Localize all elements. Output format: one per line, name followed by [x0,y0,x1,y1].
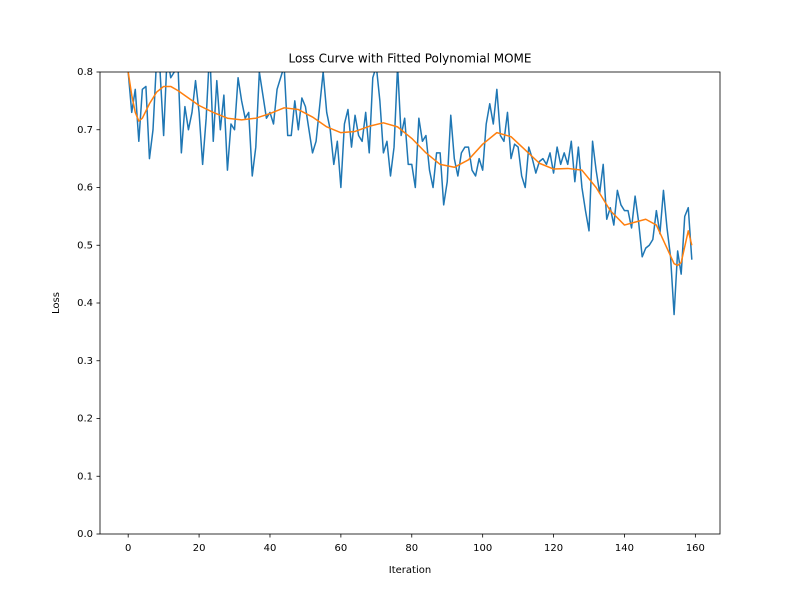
x-tick-label: 80 [405,543,418,554]
y-tick-label: 0.8 [77,67,93,78]
x-tick-label: 20 [193,543,206,554]
y-tick-label: 0.5 [77,240,93,251]
plot-area [127,72,693,316]
x-tick-label: 40 [264,543,277,554]
x-tick-label: 140 [615,543,634,554]
y-tick-label: 0.1 [77,471,93,482]
y-tick-label: 0.4 [77,298,93,309]
y-tick-label: 0.6 [77,183,93,194]
x-axis-label: Iteration [389,565,431,576]
x-tick-label: 100 [473,543,492,554]
series-line [127,72,693,316]
x-tick-label: 120 [544,543,563,554]
y-tick-label: 0.2 [77,414,93,425]
x-tick-label: 60 [335,543,348,554]
chart-title: Loss Curve with Fitted Polynomial MOME [288,52,531,66]
x-tick-label: 160 [686,543,705,554]
y-tick-label: 0.7 [77,125,93,136]
y-tick-label: 0.3 [77,356,93,367]
y-axis-label: Loss [51,292,62,314]
series-line [127,72,693,267]
y-tick-label: 0.0 [77,529,93,540]
x-tick-label: 0 [125,543,131,554]
